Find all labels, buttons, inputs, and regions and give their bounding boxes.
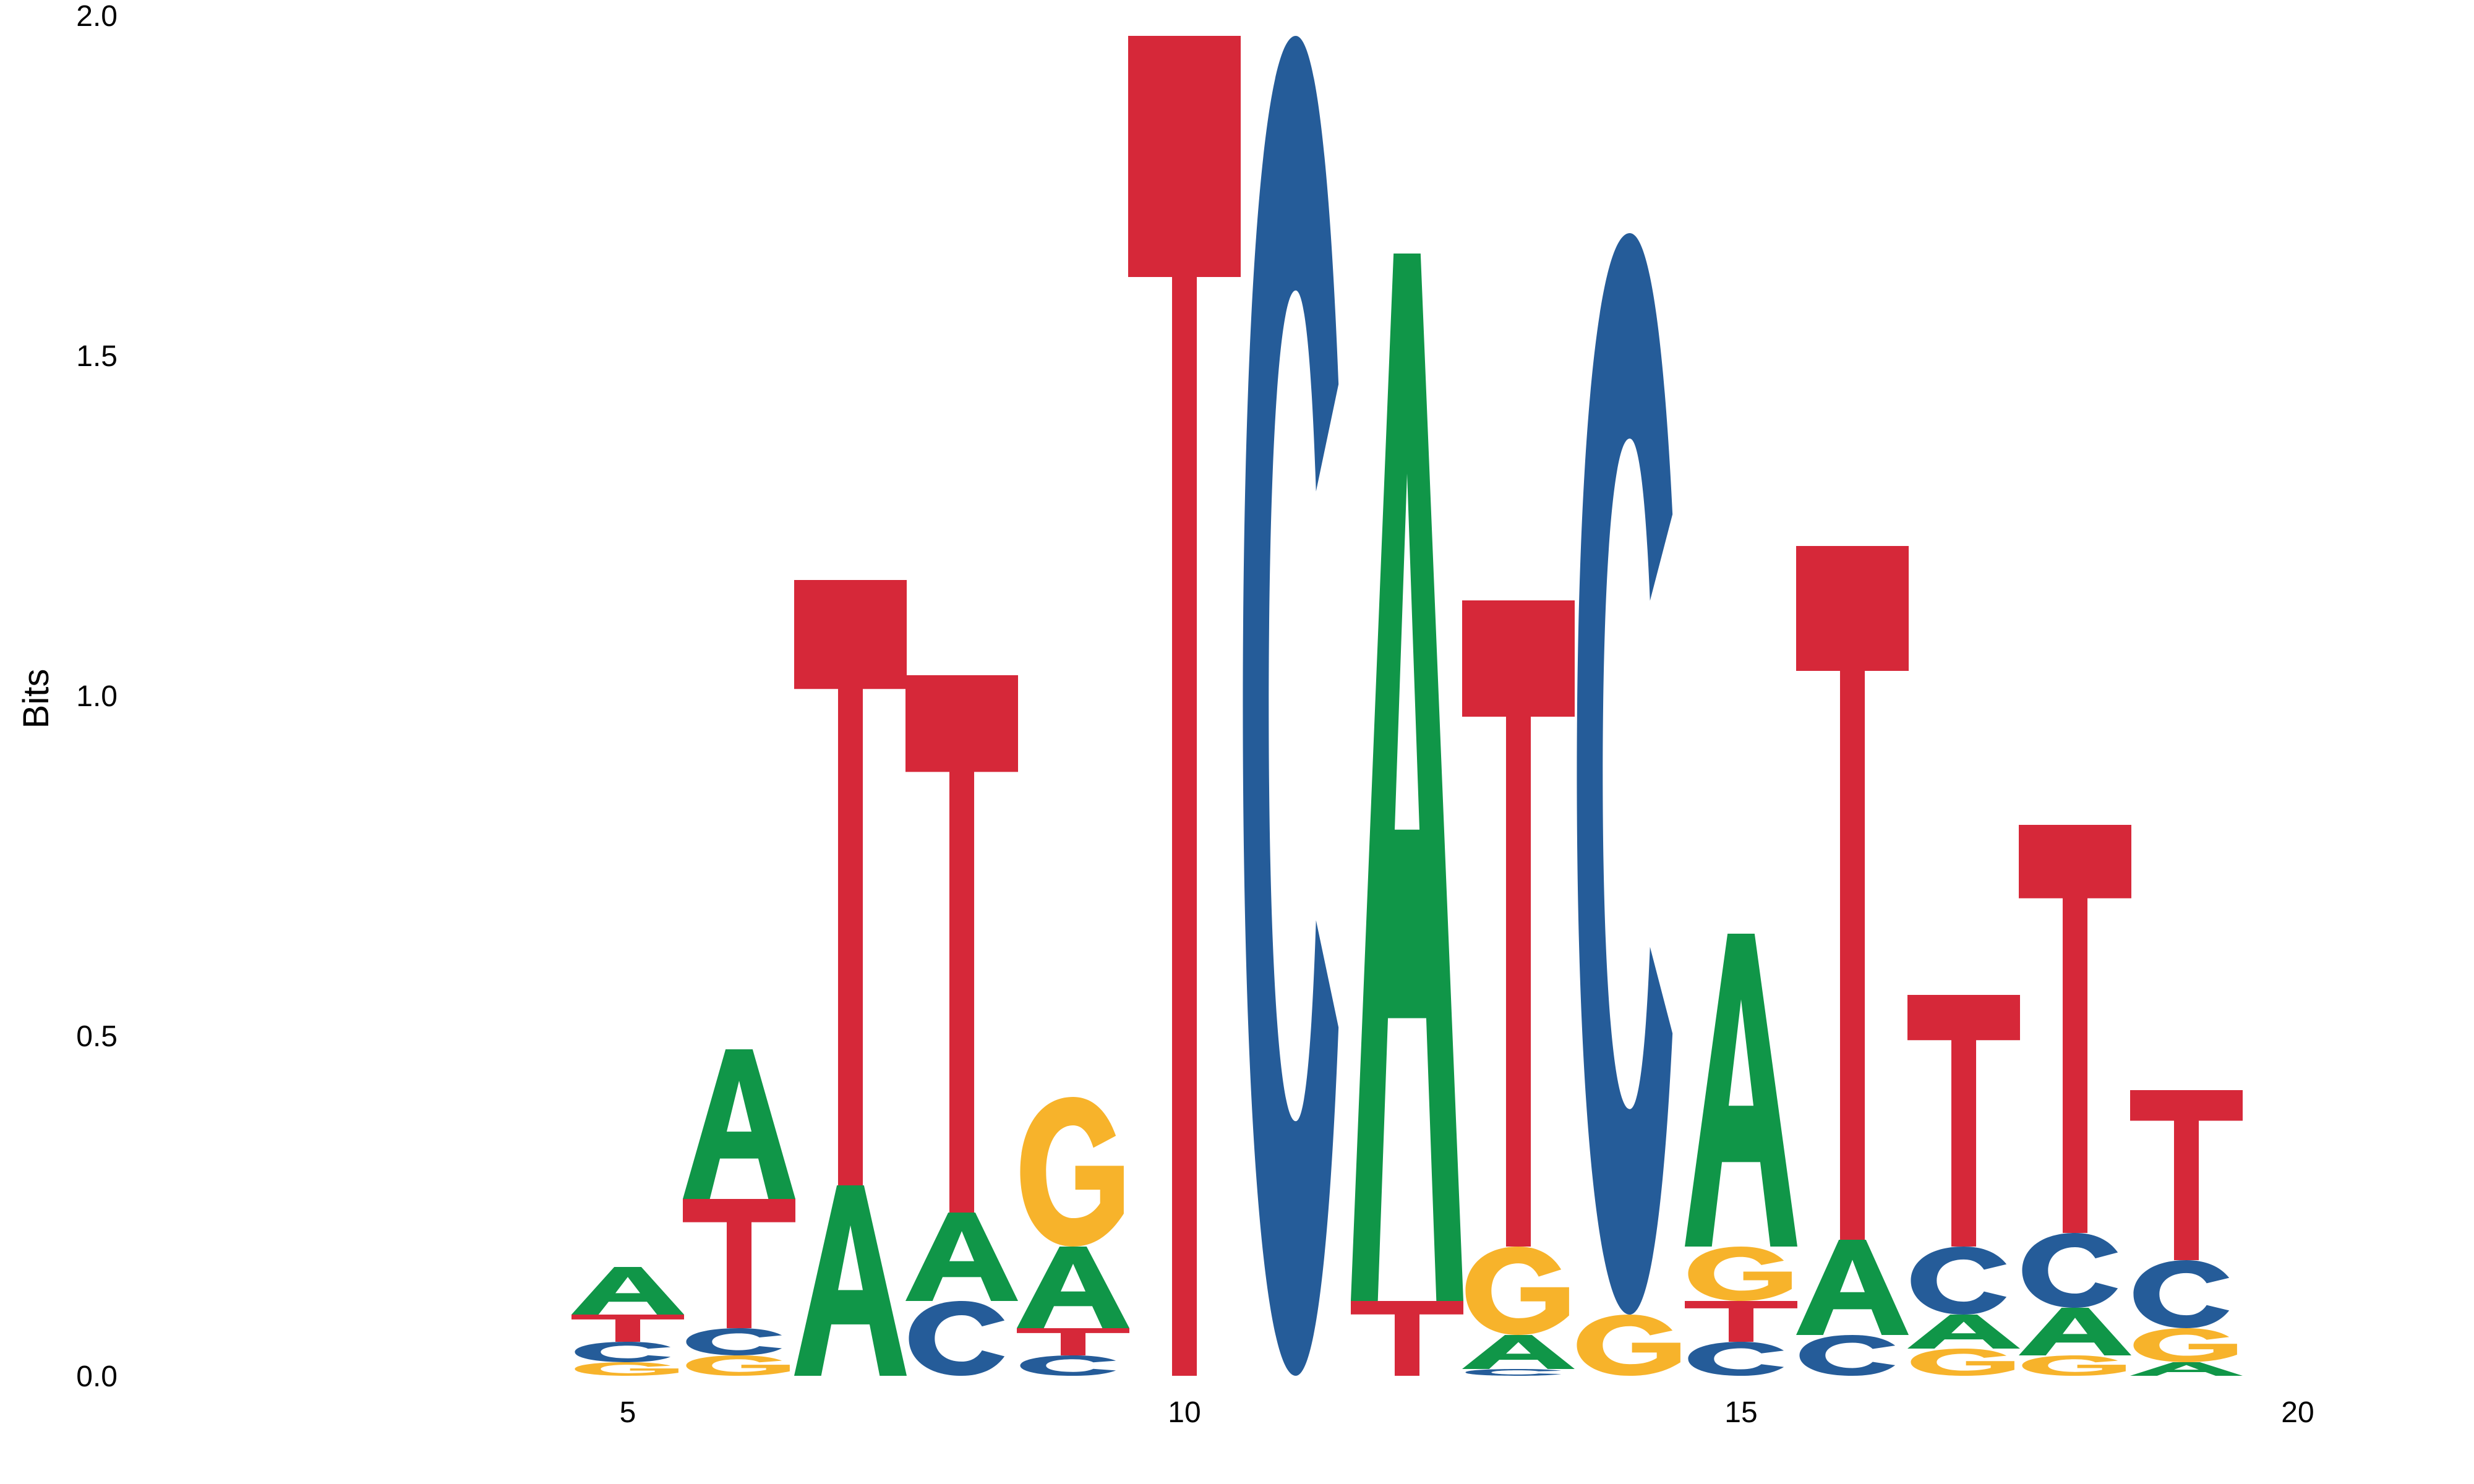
letter-C — [686, 1328, 782, 1355]
letter-G — [1911, 1349, 2014, 1376]
stack-position-8 — [905, 675, 1018, 1376]
y-axis-title: Bits — [16, 669, 56, 729]
letter-A — [905, 1213, 1018, 1301]
letter-C — [2133, 1260, 2230, 1328]
letter-A — [1685, 934, 1797, 1247]
stack-position-16 — [1796, 546, 1909, 1376]
x-tick-label: 5 — [620, 1396, 636, 1429]
letter-G — [2133, 1328, 2237, 1362]
letter-G — [686, 1355, 790, 1376]
y-tick-label: 1.5 — [76, 340, 118, 373]
x-axis-ticks: 5 10 15 20 — [620, 1396, 2314, 1429]
letter-A — [794, 1185, 907, 1376]
letter-A — [2019, 1308, 2131, 1355]
letter-T — [1128, 36, 1241, 1376]
letter-G — [1577, 1315, 1680, 1376]
letter-A — [1796, 1240, 1909, 1335]
letter-A — [1907, 1315, 2020, 1349]
letter-T — [1017, 1328, 1129, 1355]
stack-position-14 — [1577, 233, 1680, 1376]
letter-C — [1020, 1355, 1116, 1376]
letter-C — [1577, 233, 1673, 1315]
letter-A — [571, 1267, 684, 1315]
letter-C — [1465, 1369, 1562, 1376]
letter-C — [909, 1301, 1005, 1376]
y-tick-label: 0.0 — [76, 1360, 118, 1393]
stack-position-6 — [683, 1049, 795, 1376]
letter-T — [683, 1199, 795, 1328]
letter-C — [1911, 1247, 2007, 1315]
letter-T — [2019, 825, 2131, 1233]
letter-C — [1688, 1342, 1784, 1376]
y-tick-label: 1.0 — [76, 680, 118, 713]
x-tick-label: 20 — [2281, 1396, 2314, 1429]
letter-A — [2130, 1362, 2243, 1376]
letter-T — [794, 580, 907, 1185]
letter-T — [1796, 546, 1909, 1240]
y-tick-label: 0.5 — [76, 1020, 118, 1053]
letter-T — [1462, 600, 1575, 1247]
letter-T — [2130, 1090, 2243, 1260]
letter-G — [575, 1362, 678, 1376]
stack-position-9 — [1017, 1097, 1129, 1376]
x-tick-label: 15 — [1724, 1396, 1757, 1429]
stack-position-18 — [2019, 825, 2131, 1376]
letter-C — [2022, 1233, 2118, 1308]
y-tick-label: 2.0 — [76, 0, 118, 33]
stack-position-11 — [1243, 36, 1339, 1376]
letter-T — [571, 1315, 684, 1342]
letter-A — [1462, 1335, 1575, 1369]
letter-C — [1799, 1335, 1896, 1376]
stack-position-19 — [2130, 1090, 2243, 1376]
letter-C — [575, 1342, 671, 1362]
letter-A — [1351, 254, 1463, 1301]
letter-A — [1017, 1247, 1129, 1328]
letter-G — [1688, 1247, 1792, 1301]
letter-A — [683, 1049, 795, 1199]
letter-G — [2022, 1355, 2126, 1376]
stack-position-10 — [1128, 36, 1241, 1376]
letter-stacks — [571, 36, 2243, 1376]
letter-G — [1465, 1247, 1569, 1335]
letter-T — [1685, 1301, 1797, 1342]
stack-position-15 — [1685, 934, 1797, 1376]
stack-position-17 — [1907, 995, 2020, 1376]
x-tick-label: 10 — [1168, 1396, 1201, 1429]
stack-position-7 — [794, 580, 907, 1376]
stack-position-5 — [571, 1267, 684, 1376]
letter-T — [905, 675, 1018, 1213]
letter-T — [1907, 995, 2020, 1247]
stack-position-13 — [1462, 600, 1575, 1376]
stack-position-12 — [1351, 254, 1463, 1376]
letter-C — [1243, 36, 1339, 1376]
y-axis-ticks: 0.0 0.5 1.0 1.5 2.0 — [76, 0, 118, 1393]
letter-G — [1020, 1097, 1124, 1247]
letter-T — [1351, 1301, 1463, 1376]
